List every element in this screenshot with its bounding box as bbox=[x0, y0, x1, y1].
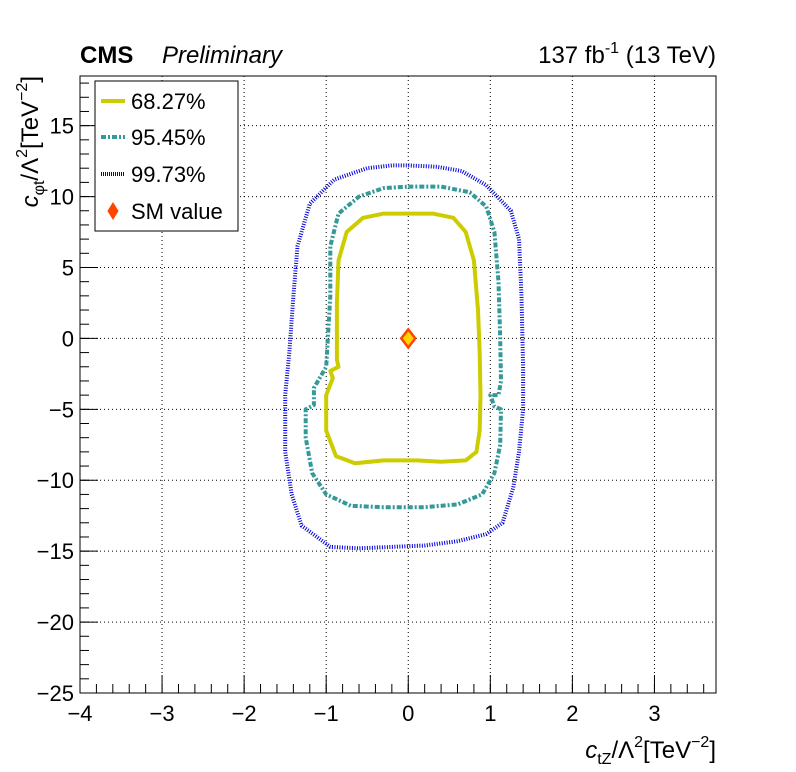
y-axis-title-unit: [TeV bbox=[17, 101, 44, 149]
x-axis-title: ctZ/Λ2[TeV−2] bbox=[585, 734, 716, 768]
status-label: Preliminary bbox=[162, 42, 284, 69]
lumi-value: 137 fb bbox=[538, 42, 605, 69]
x-axis-title-sup: 2 bbox=[634, 734, 643, 751]
axis-ticks bbox=[79, 82, 705, 694]
y-tick-label: 15 bbox=[50, 114, 74, 139]
contour-9973 bbox=[283, 163, 526, 551]
x-axis-title-sub: tZ bbox=[597, 751, 611, 768]
y-axis-title-sup: 2 bbox=[14, 149, 31, 158]
contour-9545 bbox=[303, 184, 503, 510]
experiment-label: CMS bbox=[80, 42, 133, 69]
y-tick-label: 10 bbox=[50, 185, 74, 210]
y-tick-label: −15 bbox=[37, 539, 74, 564]
grid-lines bbox=[79, 76, 716, 694]
sm-point-marker bbox=[399, 327, 417, 350]
lumi-label: 137 fb-1 (13 TeV) bbox=[538, 40, 716, 69]
legend-label-sm: SM value bbox=[131, 199, 223, 224]
x-tick-label: 1 bbox=[484, 701, 496, 726]
x-tick-label: 0 bbox=[402, 701, 414, 726]
y-axis-title-close: ] bbox=[17, 76, 44, 83]
y-tick-label: −20 bbox=[37, 610, 74, 635]
x-axis-title-unit-sup: −2 bbox=[691, 734, 709, 751]
x-axis-title-lambda: /Λ bbox=[611, 737, 634, 764]
y-tick-label: 0 bbox=[62, 326, 74, 351]
x-tick-label: −1 bbox=[314, 701, 339, 726]
legend-label-95: 95.45% bbox=[131, 125, 206, 150]
x-tick-label: −3 bbox=[150, 701, 175, 726]
legend-box bbox=[94, 80, 239, 232]
legend-sm-marker bbox=[107, 202, 119, 220]
y-tick-label: −25 bbox=[37, 681, 74, 706]
contour-series bbox=[283, 163, 526, 551]
x-axis-title-c: c bbox=[585, 737, 597, 764]
x-tick-label: 3 bbox=[648, 701, 660, 726]
x-tick-label: 2 bbox=[566, 701, 578, 726]
contour-6827 bbox=[324, 211, 483, 466]
y-tick-label: −10 bbox=[37, 468, 74, 493]
lumi-exponent: -1 bbox=[605, 40, 619, 57]
lumi-energy: (13 TeV) bbox=[619, 42, 716, 69]
x-axis-title-close: ] bbox=[709, 737, 716, 764]
y-tick-label: 5 bbox=[62, 255, 74, 280]
legend: 68.27% 95.45% 99.73% SM value bbox=[94, 80, 239, 232]
x-tick-label: −2 bbox=[232, 701, 257, 726]
y-axis-title: cφt/Λ2[TeV−2] bbox=[14, 76, 48, 207]
x-tick-label: −4 bbox=[67, 701, 92, 726]
y-tick-label: −5 bbox=[49, 397, 74, 422]
y-axis-title-unit-sup: −2 bbox=[14, 83, 31, 101]
y-axis-title-sub: φt bbox=[31, 180, 48, 195]
y-axis-title-c: c bbox=[17, 195, 44, 207]
x-axis-title-unit: [TeV bbox=[643, 737, 691, 764]
sm-point-group bbox=[399, 327, 417, 350]
y-axis-title-lambda: /Λ bbox=[17, 158, 44, 181]
legend-label-68: 68.27% bbox=[131, 89, 206, 114]
legend-label-99: 99.73% bbox=[131, 162, 206, 187]
